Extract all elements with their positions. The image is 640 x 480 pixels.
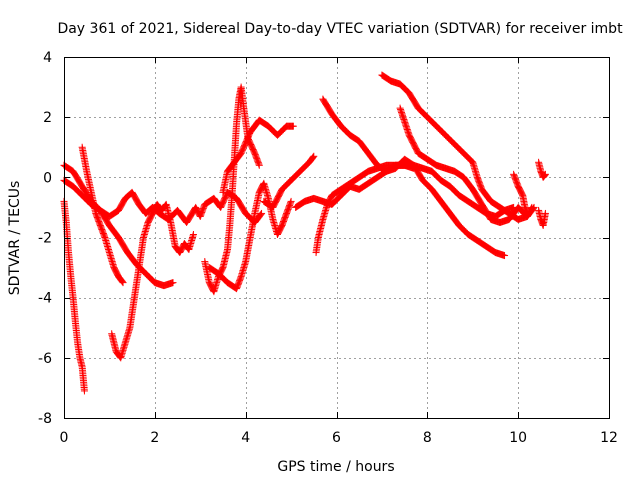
x-tick-label: 6 [332,430,341,446]
chart-title: Day 361 of 2021, Sidereal Day-to-day VTE… [57,21,623,37]
data-point [100,232,108,240]
data-point [189,230,197,238]
x-tick-label: 8 [423,430,432,446]
y-tick-label: -6 [38,351,52,367]
data-point [541,170,549,178]
data-point [118,277,126,285]
series-arc-l [319,95,509,260]
data-point [501,252,509,260]
data-point [541,171,549,179]
x-tick-labels: 0 2 4 6 8 10 12 [60,430,618,446]
x-axis-label: GPS time / hours [277,459,394,475]
data-point [258,209,266,217]
data-point [118,278,126,286]
data-point [255,161,263,169]
x-tick-label: 12 [600,430,618,446]
data-point [523,209,531,217]
x-tick-label: 2 [150,430,159,446]
data-points [60,71,549,395]
series-arc-o [535,158,549,181]
data-point [119,279,127,287]
data-point [257,210,265,218]
series-arc-p [535,206,549,229]
data-point [310,152,318,160]
y-tick-label: 0 [43,170,52,186]
y-tick-labels: -8 -6 -4 -2 0 2 4 [38,50,52,427]
data-point [541,209,549,217]
y-tick-label: 2 [43,110,52,126]
y-axis-label: SDTVAR / TECUs [7,181,23,296]
y-tick-label: -4 [38,291,52,307]
x-tick-label: 10 [509,430,527,446]
data-point [289,122,297,130]
data-point [308,154,316,162]
series-arc-q [510,170,531,217]
data-point [529,204,537,212]
y-tick-label: 4 [43,50,52,66]
data-point [169,279,177,287]
data-point [287,197,295,205]
y-tick-label: -2 [38,231,52,247]
data-point [530,203,538,211]
y-tick-label: -8 [38,411,52,427]
data-point [255,160,263,168]
data-point [237,274,245,282]
series-arc-i [260,152,318,211]
data-point [309,153,317,161]
data-point [287,199,295,207]
x-tick-label: 4 [241,430,250,446]
series-arc-e [60,176,266,226]
axis-ticks [64,57,610,419]
x-tick-label: 0 [60,430,69,446]
data-point [529,205,537,213]
data-point [540,172,548,180]
data-point [80,387,88,395]
series-arc-h [205,179,295,293]
series-arc-g [219,116,297,196]
series-arc-f [201,83,263,296]
